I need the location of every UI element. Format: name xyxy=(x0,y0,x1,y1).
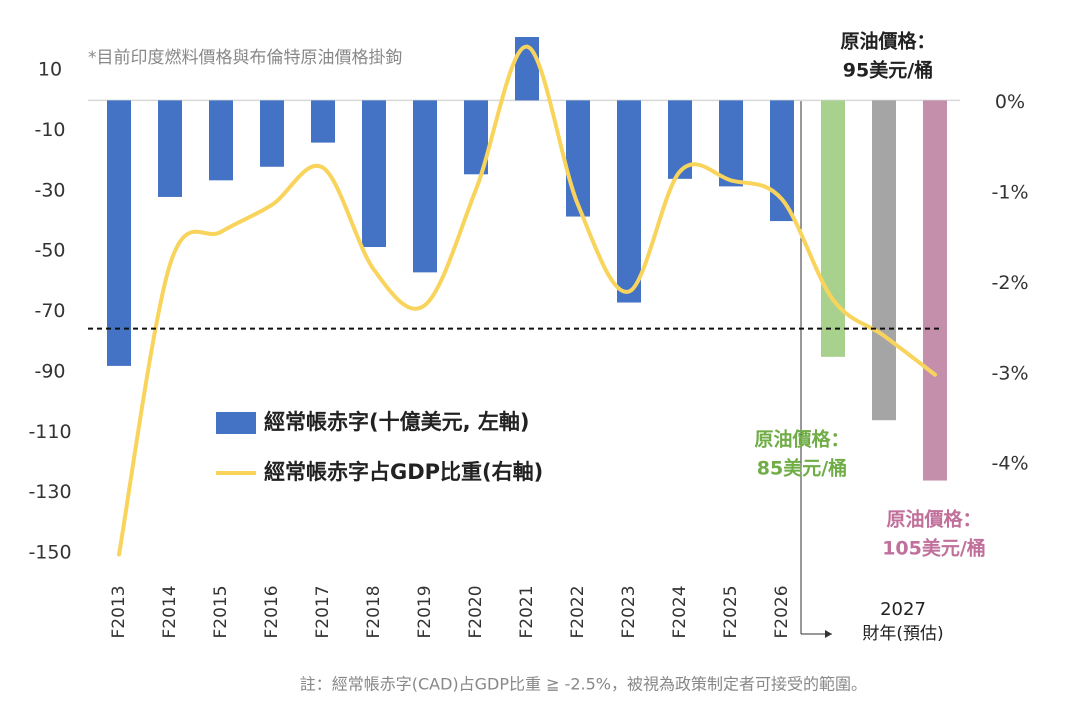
annotation: 原油價格： xyxy=(840,30,935,53)
y-tick-label: -10 xyxy=(34,119,65,141)
x-tick-label: F2026 xyxy=(772,585,792,638)
bar xyxy=(260,100,284,167)
legend-label: 經常帳赤字占GDP比重(右軸) xyxy=(264,460,543,484)
bar xyxy=(209,100,233,181)
legend-label: 經常帳赤字(十億美元, 左軸) xyxy=(264,410,529,434)
y2-tick-label: -4% xyxy=(992,453,1029,475)
x-tick-label: F2023 xyxy=(619,585,639,638)
y-tick-label: -110 xyxy=(28,421,71,443)
x-tick-label: F2014 xyxy=(160,585,180,638)
bar xyxy=(158,100,182,197)
bar xyxy=(719,100,743,187)
y-tick-label: -70 xyxy=(34,300,65,322)
bar xyxy=(872,100,896,421)
x-tick-label: F2017 xyxy=(313,585,333,638)
x-tick-label: F2016 xyxy=(262,585,282,638)
x-tick-label: F2018 xyxy=(364,585,384,638)
annotation: 105美元/桶 xyxy=(882,537,986,560)
legend-swatch xyxy=(216,412,256,434)
x-tick-label: F2022 xyxy=(568,585,588,638)
bar xyxy=(566,100,590,217)
bar xyxy=(311,100,335,143)
x-tick-label: F2019 xyxy=(415,585,435,638)
annotation: 85美元/桶 xyxy=(757,457,847,480)
y-tick-label: -30 xyxy=(34,179,65,201)
annotation: 原油價格： xyxy=(754,428,849,451)
x-tick-label: F2025 xyxy=(721,585,741,638)
x-tick-label: F2024 xyxy=(670,585,690,638)
bar xyxy=(413,100,437,273)
x-axis-label: 財年(預估) xyxy=(862,624,943,644)
x-tick-label: F2020 xyxy=(466,585,486,638)
footnote: 註：經常帳赤字(CAD)占GDP比重 ≧ -2.5%，被視為政策制定者可接受的範… xyxy=(300,675,867,694)
y-tick-label: -50 xyxy=(34,240,65,262)
bar xyxy=(821,100,845,357)
y2-tick-label: 0% xyxy=(995,91,1025,113)
line xyxy=(117,44,937,557)
annotation: 95美元/桶 xyxy=(843,59,933,82)
bar xyxy=(362,100,386,248)
bar xyxy=(107,100,131,366)
y-tick-label: -150 xyxy=(28,541,71,563)
chart-note: *目前印度燃料價格與布倫特原油價格掛鉤 xyxy=(88,48,403,68)
x-tick-label: F2015 xyxy=(211,585,231,638)
y2-tick-label: -2% xyxy=(992,272,1029,294)
y2-tick-label: -1% xyxy=(992,182,1029,204)
y-tick-label: -130 xyxy=(28,481,71,503)
bar xyxy=(617,100,641,303)
y2-tick-label: -3% xyxy=(992,362,1029,384)
x-tick-label: F2021 xyxy=(517,585,537,638)
bar xyxy=(923,100,947,481)
y-tick-label: 10 xyxy=(38,59,62,81)
forecast-arrowhead xyxy=(825,630,832,638)
annotation: 原油價格： xyxy=(886,508,981,531)
x-tick-label: F2013 xyxy=(109,585,129,638)
x-group-label: 2027 xyxy=(880,599,926,620)
bar xyxy=(770,100,794,222)
y-tick-label: -90 xyxy=(34,360,65,382)
